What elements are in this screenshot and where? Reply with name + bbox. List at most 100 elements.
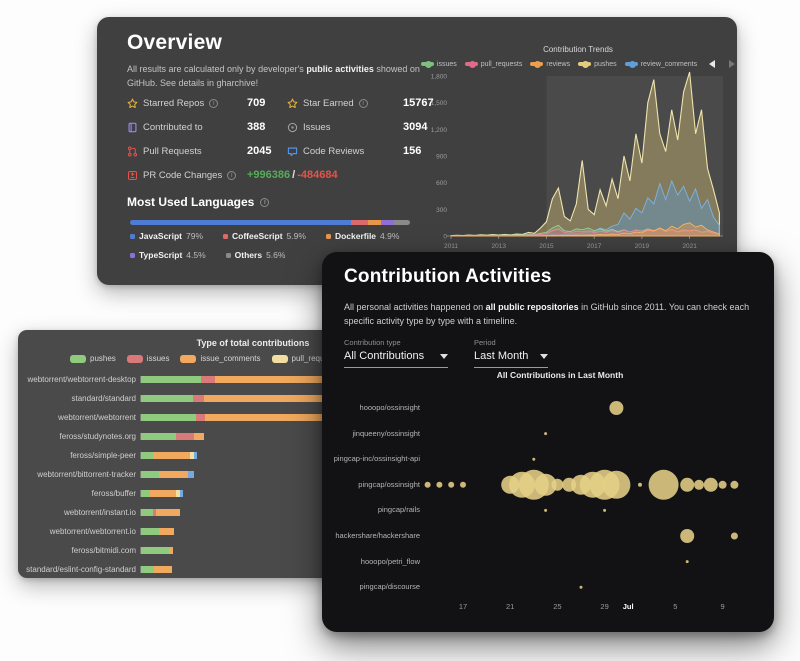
chevron-down-icon (440, 353, 448, 359)
svg-text:2017: 2017 (587, 243, 602, 250)
bubble-x-tick: 5 (673, 602, 678, 611)
legend-dot-icon (130, 233, 135, 239)
bar-row-label: webtorrent/bittorrent-tracker (37, 470, 136, 479)
stat-pull-requests: Pull Requests (127, 146, 247, 157)
bar-row-label: standard/eslint-config-standard (26, 565, 136, 574)
stat-issues: Issues (287, 122, 403, 133)
bar-segment-issue_comments (169, 547, 173, 554)
bar-row: webtorrent/webtorrent.io (18, 522, 578, 541)
bubble-point (460, 481, 466, 488)
svg-text:2021: 2021 (682, 243, 697, 250)
stat-code-reviews-value: 156 (403, 145, 422, 157)
bubble-point (544, 508, 548, 512)
bar-segment-issues (196, 414, 205, 421)
trends-legend-item[interactable]: issues (420, 60, 457, 68)
svg-text:2013: 2013 (491, 243, 506, 250)
info-icon[interactable] (260, 197, 270, 207)
info-icon[interactable] (358, 98, 368, 108)
bubble-point (638, 482, 642, 487)
bar-track (140, 528, 578, 535)
legend-prev-icon[interactable] (709, 60, 716, 68)
bar-segment-pushes (141, 509, 153, 516)
legend-next-icon[interactable] (729, 60, 736, 68)
legend-swatch-icon (180, 354, 197, 363)
bubble-point (609, 401, 624, 415)
trends-legend: issues pull_requests reviews pushes review_c… (420, 60, 736, 68)
trends-legend-item[interactable]: pull_requests (464, 60, 522, 68)
bar-row: feross/buffer (18, 484, 578, 503)
bubble-point (730, 532, 738, 540)
bubble-point (551, 478, 564, 491)
bar-segment-pushes (141, 547, 169, 554)
bar-segment-issue_comments (156, 509, 180, 516)
bars-legend-item[interactable]: issues (126, 354, 169, 363)
bar-row: webtorrent/bittorrent-tracker (18, 465, 578, 484)
bar-row-label: feross/studynotes.org (59, 432, 136, 441)
trends-legend-item[interactable]: pushes (578, 60, 617, 68)
bar-segment-issues (193, 395, 204, 402)
bar-row-label: feross/simple-peer (70, 451, 136, 460)
stat-pull-requests-value: 2045 (247, 145, 272, 157)
repo-icon (127, 122, 138, 133)
stat-code-reviews: Code Reviews (287, 146, 403, 157)
trends-legend-item[interactable]: review_comments (624, 60, 697, 68)
bar-track (140, 490, 578, 497)
svg-text:1,500: 1,500 (431, 100, 448, 107)
info-icon[interactable] (209, 98, 219, 108)
stat-contributed-to: Contributed to (127, 122, 247, 133)
contribution-trends-chart: Contribution Trends issues pull_requests r… (420, 45, 736, 277)
bubble-point (680, 477, 695, 492)
stat-starred-repos: Starred Repos (127, 98, 247, 109)
language-bar-segment (367, 220, 382, 225)
bar-row: feross/simple-peer (18, 446, 578, 465)
languages-title: Most Used Languages (127, 195, 270, 209)
legend-dot-icon (130, 252, 135, 258)
bubble-point (685, 560, 689, 564)
bar-track (140, 566, 578, 573)
bar-row: standard/eslint-config-standard (18, 560, 578, 578)
bars-legend-item[interactable]: issue_comments (180, 354, 261, 363)
bubble-row-label: hackershare/hackershare (335, 531, 420, 540)
language-bar-segment (130, 220, 352, 225)
legend-marker-icon (624, 60, 638, 68)
svg-text:0: 0 (443, 234, 447, 241)
legend-swatch-icon (70, 354, 86, 363)
language-legend-item: Others 5.6% (225, 250, 285, 260)
bars-legend-item[interactable]: pushes (70, 354, 116, 363)
svg-text:300: 300 (436, 207, 447, 214)
stat-pr-code-changes: PR Code Changes (127, 170, 247, 181)
bars-legend-item[interactable]: pull_requests (271, 354, 339, 363)
overview-description: All results are calculated only by devel… (127, 64, 420, 88)
svg-text:1,200: 1,200 (431, 127, 448, 134)
language-bar-segment (394, 220, 410, 225)
trends-title: Contribution Trends (543, 45, 613, 54)
stat-star-earned: Star Earned (287, 98, 403, 109)
svg-text:2011: 2011 (444, 243, 458, 250)
bar-row-label: webtorrent/webtorrent (58, 413, 136, 422)
issue-icon (287, 122, 298, 133)
overview-panel: Overview All results are calculated only… (97, 17, 737, 285)
contribution-activities-panel: Contribution Activities All personal act… (322, 252, 774, 632)
contribution-type-select[interactable]: Contribution type All Contributions (344, 338, 448, 368)
svg-text:900: 900 (436, 154, 447, 161)
bar-segment-pushes (141, 395, 193, 402)
languages-legend: JavaScript 79% CoffeeScript 5.9% Dockerfile 4… (130, 231, 430, 269)
bubble-point (534, 473, 557, 496)
period-select[interactable]: Period Last Month (474, 338, 548, 368)
trends-legend-item[interactable]: reviews (530, 60, 570, 68)
bar-segment-pushes (141, 471, 159, 478)
bar-segment-pushes (141, 433, 176, 440)
svg-text:2015: 2015 (539, 243, 554, 250)
legend-marker-icon (578, 60, 592, 68)
bar-segment-issues (201, 376, 215, 383)
bar-row: feross/studynotes.org (18, 427, 578, 446)
bubble-chart-title: All Contributions in Last Month (496, 370, 624, 380)
bar-segment-pushes (141, 566, 154, 573)
bubble-point (579, 585, 583, 589)
info-icon[interactable] (227, 170, 237, 180)
bar-segment-pushes (141, 490, 150, 497)
legend-marker-icon (464, 60, 478, 68)
bar-segment-issue_comments (150, 490, 176, 497)
bar-track (140, 452, 578, 459)
bubble-point (436, 481, 443, 488)
